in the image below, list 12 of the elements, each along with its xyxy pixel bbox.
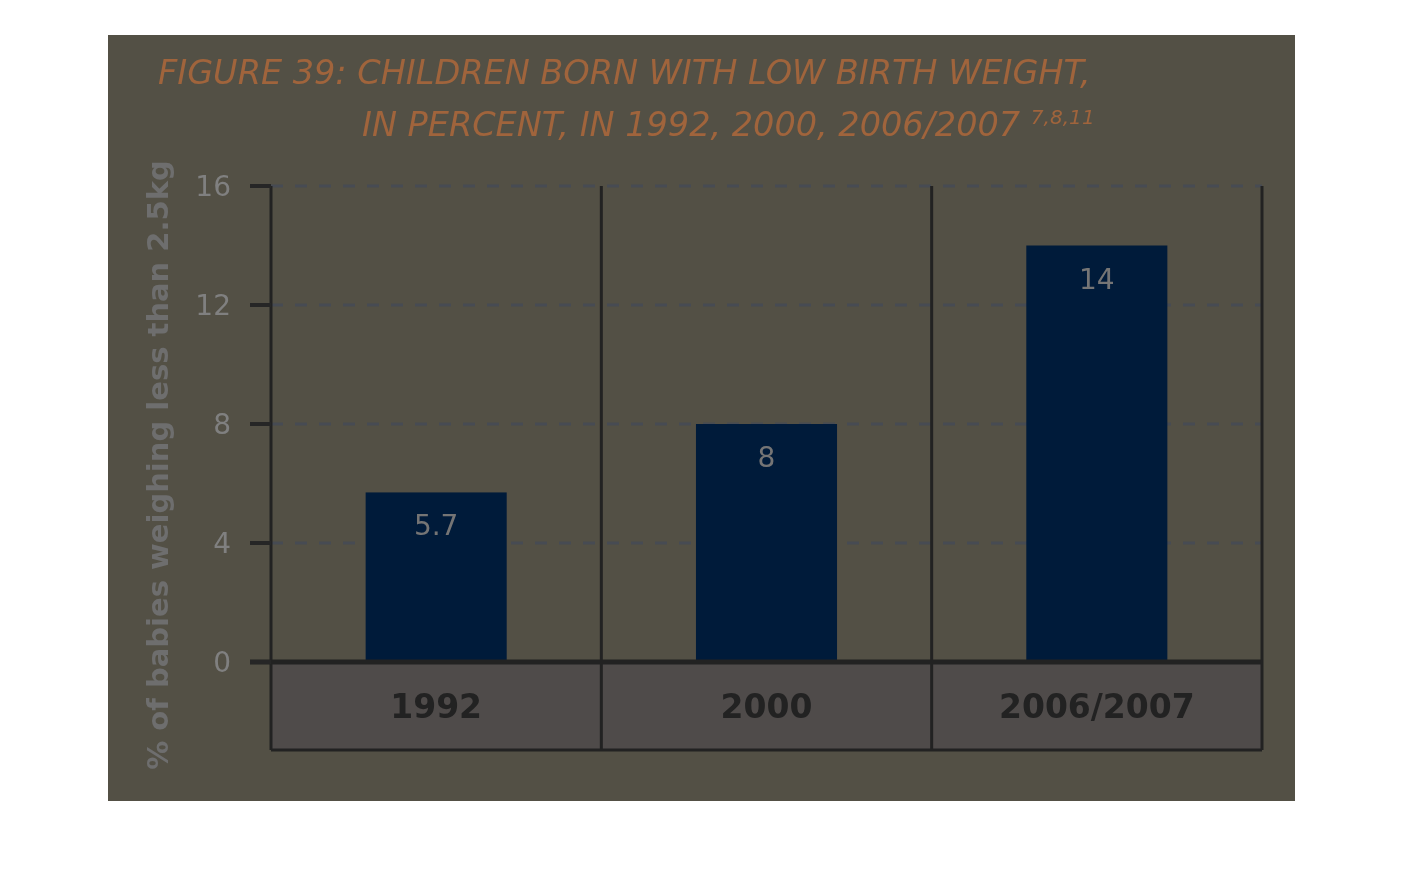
chart-title: FIGURE 39: CHILDREN BORN WITH LOW BIRTH WEIGHT, IN PERCENT, IN 1992, 2000, 2006/2007 $^{7,8,11}$ [158, 53, 1095, 144]
y-tick-label: 16 [195, 170, 231, 204]
data-label: 14 [1079, 262, 1115, 296]
y-tick-label: 12 [195, 289, 231, 323]
bar [1026, 245, 1168, 662]
data-label: 5.7 [413, 509, 459, 543]
bar [365, 492, 507, 662]
y-tick-label: 8 [213, 408, 231, 442]
y-tick-label: 0 [213, 646, 231, 680]
data-label: 8 [757, 441, 776, 474]
y-tick-label: 4 [213, 527, 231, 561]
bar [695, 424, 838, 662]
